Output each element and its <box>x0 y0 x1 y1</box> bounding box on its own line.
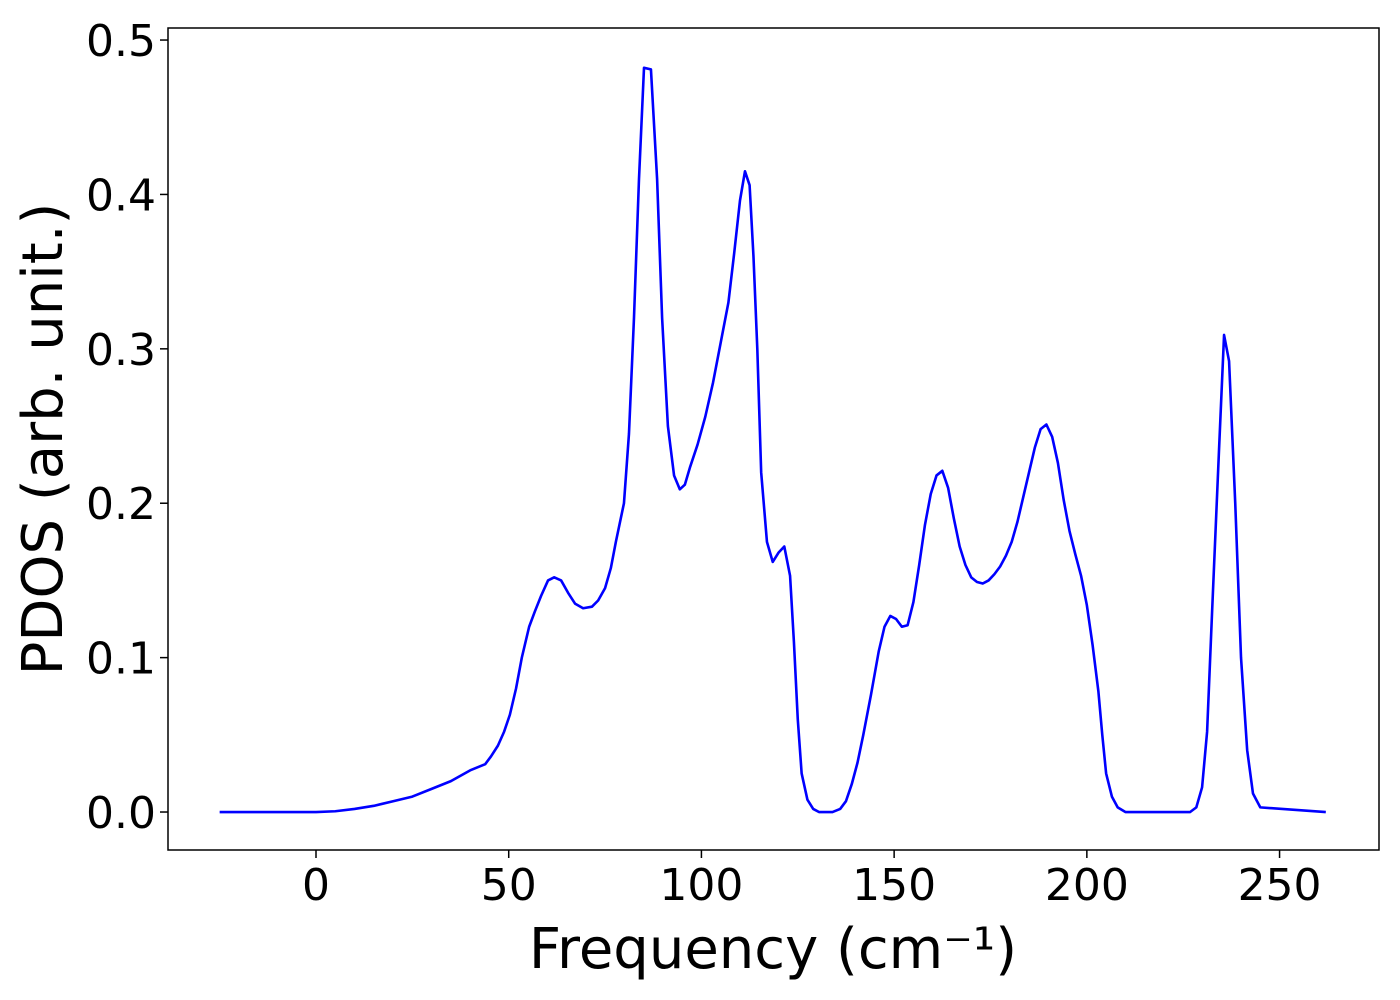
x-tick-label: 200 <box>1045 860 1129 911</box>
x-tick-label: 100 <box>659 860 743 911</box>
y-axis-label: PDOS (arb. unit.) <box>11 203 76 676</box>
x-tick-label: 50 <box>481 860 537 911</box>
x-tick-label: 250 <box>1238 860 1322 911</box>
x-tick-label: 0 <box>302 860 330 911</box>
y-tick-label: 0.2 <box>86 479 156 530</box>
y-tick-label: 0.1 <box>86 634 156 685</box>
x-axis-label: Frequency (cm⁻¹) <box>529 917 1017 982</box>
y-tick-label: 0.5 <box>86 16 156 67</box>
plot-frame <box>167 27 1380 851</box>
y-tick-label: 0.0 <box>86 788 156 839</box>
x-tick-label: 150 <box>852 860 936 911</box>
y-tick-label: 0.4 <box>86 170 156 221</box>
data-line <box>219 66 1326 814</box>
y-tick-label: 0.3 <box>86 325 156 376</box>
